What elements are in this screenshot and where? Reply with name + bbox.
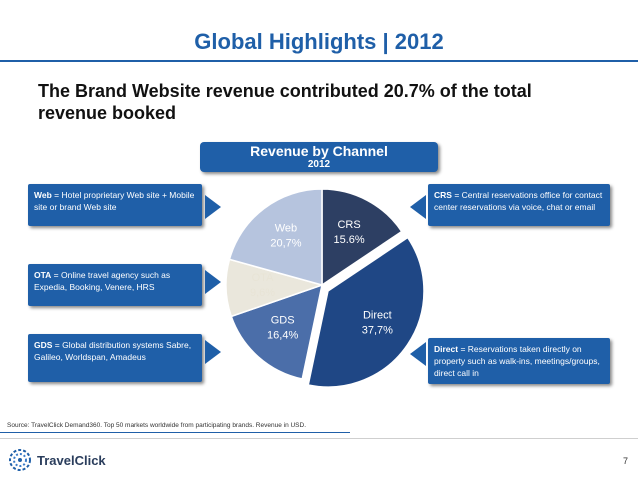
title-divider [0, 60, 638, 62]
chart-header: Revenue by Channel 2012 [200, 142, 438, 172]
callout-direct: Direct = Reservations taken directly on … [428, 338, 610, 384]
callout-gds-text: = Global distribution systems Sabre, Gal… [34, 340, 192, 362]
page-title: Global Highlights | 2012 [194, 29, 444, 54]
pie-label-ota-value: 9,6% [250, 287, 275, 299]
pie-label-web-name: Web [275, 223, 297, 235]
arrow-direct [410, 342, 426, 366]
pie-label-crs-value: 15.6% [334, 234, 365, 246]
arrow-crs [410, 195, 426, 219]
source-note: Source: TravelClick Demand360. Top 50 ma… [7, 422, 307, 429]
pie-slice-direct [307, 236, 425, 388]
source-divider [0, 432, 350, 433]
footer-divider [0, 438, 638, 439]
arrow-gds [205, 340, 221, 364]
callout-ota-term: OTA [34, 270, 52, 280]
callout-direct-text: = Reservations taken directly on propert… [434, 344, 600, 378]
callout-crs-text: = Central reservations office for contac… [434, 190, 603, 212]
pie-label-direct-value: 37,7% [362, 324, 393, 336]
callout-gds-term: GDS [34, 340, 53, 350]
callout-crs: CRS = Central reservations office for co… [428, 184, 610, 226]
globe-icon [9, 449, 31, 471]
headline: The Brand Website revenue contributed 20… [38, 81, 532, 123]
page-number: 7 [622, 456, 628, 466]
travelclick-logo: TravelClick [8, 448, 106, 472]
callout-ota-text: = Online travel agency such as Expedia, … [34, 270, 171, 292]
chart-subtitle: 2012 [307, 159, 331, 170]
callout-crs-term: CRS [434, 190, 452, 200]
chart-title: Revenue by Channel [250, 143, 388, 159]
pie-slice-web [228, 188, 323, 286]
pie-slice-crs [321, 188, 403, 287]
callout-gds: GDS = Global distribution systems Sabre,… [28, 334, 202, 382]
callout-ota: OTA = Online travel agency such as Exped… [28, 264, 202, 306]
pie-slice-gds [230, 283, 324, 380]
pie-label-crs-name: CRS [337, 219, 360, 231]
logo-text: TravelClick [37, 452, 106, 468]
arrow-ota [205, 270, 221, 294]
pie-label-ota-name: OTA [252, 272, 274, 284]
pie-label-gds-name: GDS [271, 315, 295, 327]
pie-label-direct-name: Direct [363, 309, 392, 321]
callout-direct-term: Direct [434, 344, 459, 354]
callout-web-text: = Hotel proprietary Web site + Mobile si… [34, 190, 195, 212]
callout-web-term: Web [34, 190, 52, 200]
callout-web: Web = Hotel proprietary Web site + Mobil… [28, 184, 202, 226]
arrow-web [205, 195, 221, 219]
pie-label-gds-value: 16,4% [267, 330, 298, 342]
pie-label-web-value: 20,7% [270, 238, 301, 250]
